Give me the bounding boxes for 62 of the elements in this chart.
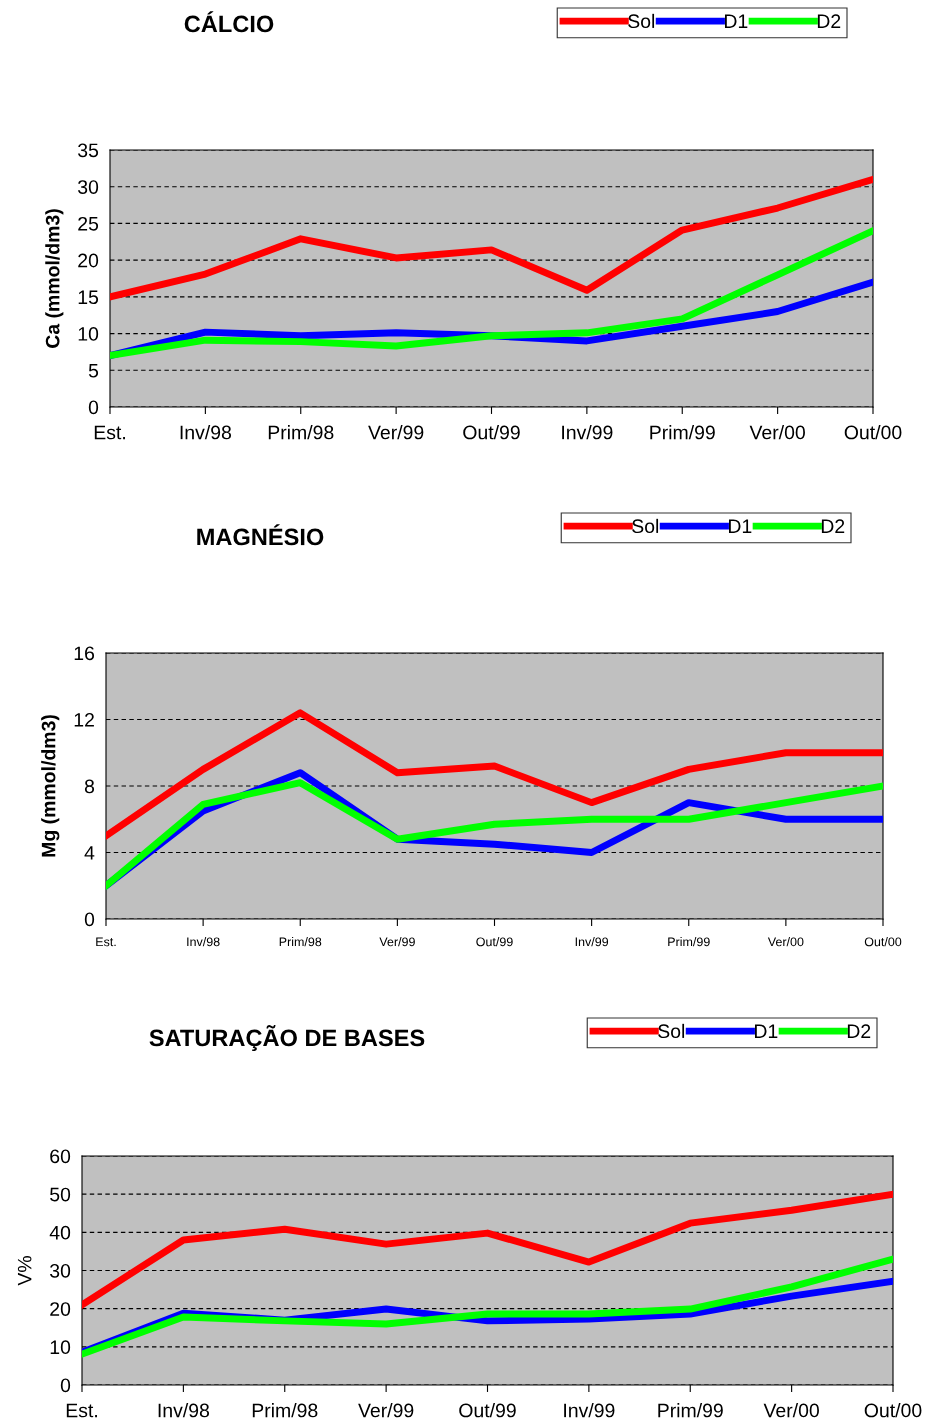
legend-label: Sol — [632, 518, 659, 534]
legend-label: Sol — [658, 1023, 685, 1039]
legend-label: D1 — [755, 1024, 778, 1038]
x-tick-label: Ver/99 — [379, 937, 415, 947]
x-tick-label: Inv/98 — [180, 425, 232, 440]
y-tick-label: 16 — [74, 646, 95, 661]
x-tick-label: Prim/98 — [268, 425, 334, 440]
y-tick-label: 50 — [50, 1187, 71, 1202]
x-tick-label: Out/00 — [864, 937, 902, 947]
x-tick-label: Inv/98 — [187, 937, 220, 947]
x-tick-label: Out/00 — [844, 425, 902, 440]
x-tick-label: Prim/98 — [279, 937, 322, 947]
y-tick-label: 30 — [78, 180, 99, 194]
y-tick-label: 5 — [88, 363, 99, 378]
legend-label: Sol — [628, 13, 655, 29]
y-tick-label: 10 — [78, 327, 99, 341]
legend-label: D1 — [729, 519, 752, 533]
y-tick-label: 30 — [50, 1263, 71, 1278]
legend-label: D2 — [821, 519, 845, 533]
y-tick-label: 0 — [60, 1378, 71, 1393]
y-tick-label: 20 — [50, 1302, 71, 1316]
x-tick-label: Est. — [66, 1403, 97, 1418]
y-tick-label: 4 — [84, 846, 95, 860]
x-tick-label: Out/99 — [459, 1403, 516, 1418]
legend-label: D2 — [817, 14, 841, 28]
x-tick-label: Est. — [94, 425, 125, 440]
x-tick-label: Out/99 — [463, 425, 520, 440]
chart-title: MAGNÉSIO — [197, 524, 324, 546]
x-tick-label: Out/00 — [864, 1403, 922, 1418]
x-tick-label: Ver/00 — [749, 425, 805, 440]
y-axis-title: Ca (mmol/dm3) — [45, 209, 64, 348]
y-tick-label: 0 — [84, 912, 95, 927]
x-tick-label: Est. — [96, 937, 116, 947]
y-tick-label: 20 — [78, 253, 99, 268]
y-tick-label: 8 — [84, 779, 95, 794]
x-tick-label: Prim/99 — [658, 1403, 723, 1418]
x-tick-label: Ver/99 — [368, 425, 424, 440]
y-tick-label: 25 — [78, 216, 99, 231]
y-tick-label: 12 — [74, 712, 94, 727]
y-tick-label: 40 — [49, 1225, 71, 1240]
y-tick-label: 10 — [50, 1340, 71, 1355]
x-tick-label: Prim/99 — [668, 937, 710, 947]
x-tick-label: Inv/99 — [564, 1403, 615, 1418]
x-tick-label: Prim/99 — [650, 425, 715, 440]
y-tick-label: 15 — [78, 290, 99, 305]
x-tick-label: Inv/98 — [158, 1403, 210, 1418]
y-tick-label: 35 — [78, 143, 99, 158]
x-tick-label: Out/99 — [476, 937, 513, 947]
x-tick-label: Inv/99 — [575, 937, 609, 947]
y-axis-title: Mg (mmol/dm3) — [41, 715, 60, 857]
y-tick-label: 0 — [88, 400, 99, 415]
chart-title: SATURAÇÃO DE BASES — [149, 1025, 425, 1051]
x-tick-label: Ver/00 — [763, 1403, 819, 1418]
legend-label: D2 — [847, 1024, 871, 1038]
x-tick-label: Ver/99 — [358, 1403, 414, 1418]
y-tick-label: 60 — [50, 1149, 71, 1164]
x-tick-label: Ver/00 — [767, 937, 804, 947]
x-tick-label: Inv/99 — [562, 425, 613, 440]
legend-label: D1 — [725, 14, 748, 28]
x-tick-label: Prim/98 — [252, 1403, 318, 1418]
chart-title: CÁLCIO — [184, 11, 274, 33]
y-axis-title: V% — [17, 1256, 32, 1286]
